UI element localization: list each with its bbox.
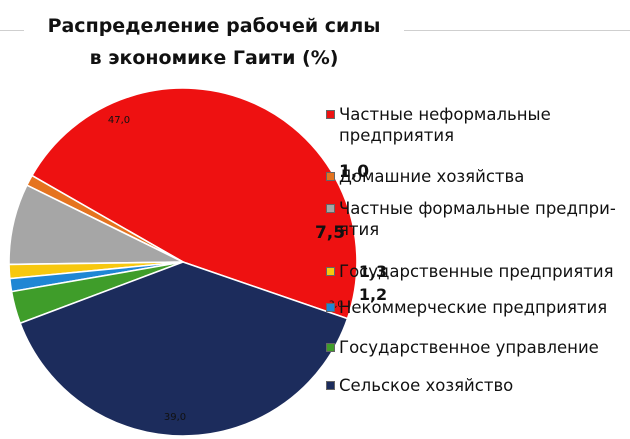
data-label-5: 1,2 bbox=[359, 285, 387, 304]
pie-slice-1 bbox=[31, 87, 358, 320]
legend-label: Государственное управление bbox=[339, 338, 599, 357]
legend-swatch-icon bbox=[326, 381, 335, 390]
data-label-7: 39,0 bbox=[164, 412, 186, 423]
legend-label: Государственные предприятия bbox=[339, 262, 614, 281]
title-rule-right bbox=[396, 30, 630, 31]
data-label-6: 3,0 bbox=[329, 300, 344, 310]
legend-label: Частные формальные предпри- ятия bbox=[339, 199, 616, 239]
data-label-4: 1,3 bbox=[359, 262, 387, 281]
legend-label: Домашние хозяйства bbox=[339, 167, 525, 186]
chart-title-line-1: Распределение рабочей силы bbox=[47, 15, 381, 37]
data-label-3: 7,5 bbox=[315, 223, 345, 243]
chart-title: Распределение рабочей силы в экономике Г… bbox=[24, 10, 404, 74]
pie-slice-7 bbox=[19, 261, 349, 437]
title-rule-left bbox=[0, 30, 28, 31]
pie-slices bbox=[8, 87, 358, 437]
legend-label: Некоммерческие предприятия bbox=[339, 298, 608, 317]
legend-label: Сельское хозяйство bbox=[339, 376, 514, 395]
chart-title-line-2: в экономике Гаити (%) bbox=[89, 47, 339, 69]
legend-swatch-icon bbox=[326, 172, 335, 181]
legend-swatch-icon bbox=[326, 303, 335, 312]
legend-label: Частные неформальные предприятия bbox=[339, 105, 551, 145]
pie-value-labels: 47,0 1,0 7,5 1,3 1,2 3,0 39,0 bbox=[108, 115, 387, 423]
legend-swatch-icon bbox=[326, 267, 335, 276]
legend-swatch-icon bbox=[326, 343, 335, 352]
legend-swatch-icon bbox=[326, 110, 335, 119]
legend-swatch-icon bbox=[326, 204, 335, 213]
data-label-2: 1,0 bbox=[339, 162, 369, 182]
data-label-1: 47,0 bbox=[108, 115, 130, 126]
